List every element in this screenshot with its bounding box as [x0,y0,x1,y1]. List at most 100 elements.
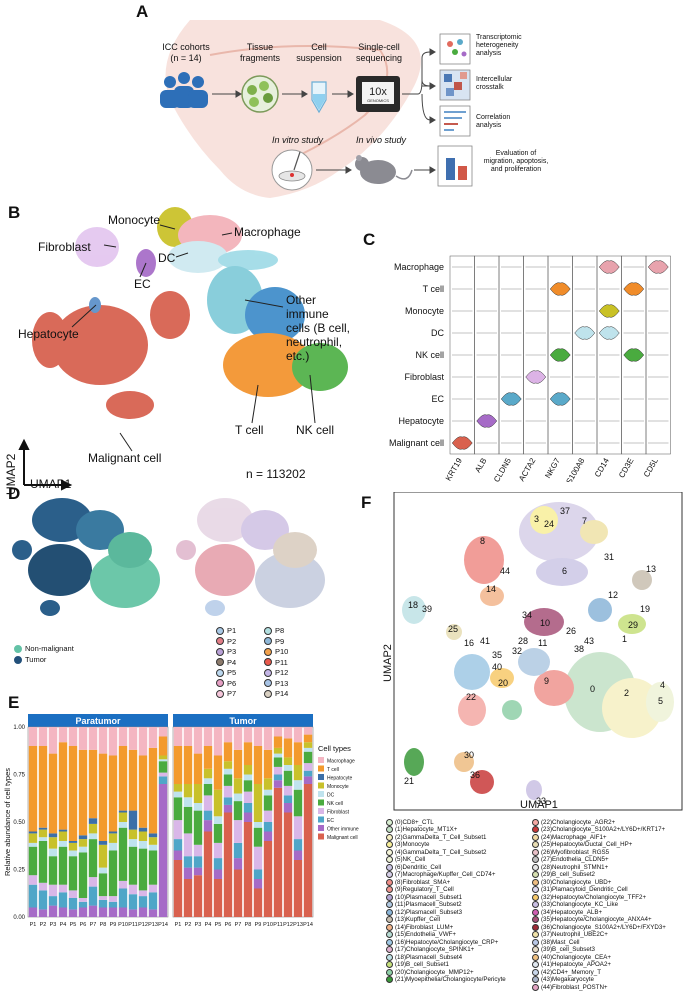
out3-line1: Correlation [476,114,511,121]
violin-gene-label: CLDN5 [492,456,513,482]
legend-swatch [216,658,224,666]
bar-segment [273,787,283,917]
cluster-number: 6 [562,566,568,576]
cluster-number: 11 [538,638,548,648]
bar-segment [233,858,243,870]
bar-segment [98,844,108,868]
cluster-legend-item: (34)Hepatocyte_ALB+ [532,908,602,916]
cohort-label: ICC cohorts (n = 14) [150,42,222,64]
cluster-number: 8 [480,536,486,546]
cluster-legend-item: (7)Macrophage/Kupffer_Cell_CD74+ [386,871,496,879]
legend-text: (27)Endothelia_CLDN5+ [541,856,609,863]
legend-text: (17)Cholangiocyte_SPINK1+ [395,946,475,953]
bar-segment [173,860,183,917]
legend-swatch [264,626,272,635]
umap1-label-f: UMAP1 [520,799,558,811]
x-tick-label: P5 [215,922,222,928]
bar-segment [203,820,213,832]
bar-segment [78,835,88,840]
bar-segment [193,753,203,784]
cluster-legend-item: (23)Cholangiocyte_S100A2+/LY6D+/KRT17+ [532,826,665,834]
cluster-number: 35 [492,650,503,660]
legend-swatch [532,871,539,878]
violin-plot: Macrophage T cell Monocyte DC NK cell Fibrobl… [389,255,671,482]
cluster-legend-item: (29)B_cell_Subset2 [532,871,595,879]
cluster-number: 7 [582,516,588,526]
legend-text: (43)Megakaryocyte [541,976,594,983]
bar-segment [88,839,98,878]
cluster-number: 21 [404,776,415,786]
bar-segment [78,839,88,847]
legend-swatch [264,689,272,698]
bar-segment [68,856,78,891]
bar-segment [28,884,38,908]
bar-segment [233,727,243,750]
panel-c: Macrophage T cell Monocyte DC NK cell Fibrobl… [360,250,690,482]
violin-gene-label: CD5L [642,456,660,479]
bar-segment [148,747,158,834]
legend-text: (1)Hepatocyte_MT1X+ [395,826,458,833]
x-tick-label: P2 [185,922,192,928]
bar-segment [203,810,213,821]
legend-swatch [318,782,324,789]
legend-swatch [532,916,539,923]
bar-segment [48,837,58,849]
panel-letter-a: A [136,2,149,21]
legend-text: (28)Neutrophil_STMN1+ [541,863,609,871]
tenx-logo-text: 10x [369,86,387,98]
cluster-legend-item: (41)Hepatocyte_APOA2+ [532,961,611,969]
bar-segment [78,852,88,898]
legend-text: (32)Hepatocyte/Cholangiocyte_TFF2+ [541,893,647,901]
bar-segment [68,727,78,746]
umap-axes [18,438,73,491]
cluster-malignant-2 [32,312,68,368]
bar-segment [98,867,108,874]
legend-text: P10 [275,647,289,656]
bar-segment [253,846,263,870]
patient-legend-item: P10 [264,647,288,656]
violin-mark [500,392,522,406]
bar-segment [38,890,48,910]
legend-swatch [532,961,539,968]
bar-segment [108,833,118,843]
legend-swatch [386,848,393,856]
output-evaluation: Evaluation of migration, apoptosis, and … [476,150,556,174]
violin-row-label: Monocyte [405,306,444,316]
legend-swatch [318,825,324,831]
violin-mark [549,392,571,406]
invitro-arrow [316,166,352,174]
label-leaders [71,224,316,452]
bar-segment [128,727,138,750]
bar-segment [108,850,118,897]
patient-legend-item: P2 [216,637,236,646]
label-monocyte: Monocyte [108,213,161,227]
legend-text: P7 [227,689,237,698]
bar-segment [98,753,108,841]
bar-segment [68,909,78,917]
legend-text: (30)Cholangiocyte_UBD+ [541,878,612,886]
legend-swatch [264,658,272,666]
cluster-number: 9 [544,676,550,686]
legend-swatch [386,953,393,961]
out2-line2: crosstalk [476,84,504,91]
label-hepatocyte: Hepatocyte [18,327,79,341]
legend-swatch [386,946,393,953]
bar-segment [243,780,253,792]
x-tick-label: P8 [100,922,107,928]
thumb-heatmap [439,69,471,101]
bar-segment [263,831,273,841]
legend-swatch [532,878,539,886]
x-tick-label: P3 [50,922,57,928]
bar-segment [223,727,233,743]
label-macrophage: Macrophage [234,225,301,239]
cell-suspension-label: Cell suspension [288,42,350,64]
x-tick-label: P6 [80,922,87,928]
cluster-legend-item: (18)Plasmacell_Subset4 [386,953,462,961]
patient-legend-item: P3 [216,647,236,656]
bar-segment [213,858,223,870]
cluster-legend-item: (1)Hepatocyte_MT1X+ [386,826,457,834]
panel-letter-f: F [361,493,372,512]
legend-swatch [216,647,224,656]
x-tick-label: P13 [293,922,303,928]
bar-segment [48,727,58,754]
